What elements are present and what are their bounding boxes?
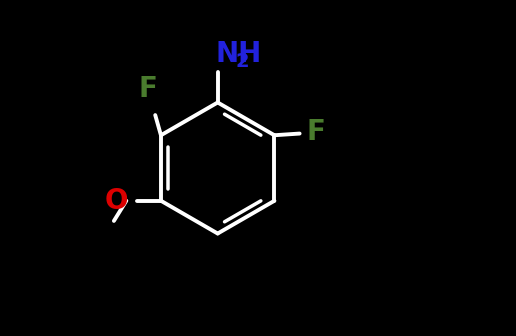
Text: F: F	[138, 75, 157, 103]
Text: O: O	[105, 187, 128, 215]
Text: F: F	[307, 118, 325, 146]
Text: 2: 2	[235, 51, 249, 71]
Text: NH: NH	[216, 40, 262, 68]
